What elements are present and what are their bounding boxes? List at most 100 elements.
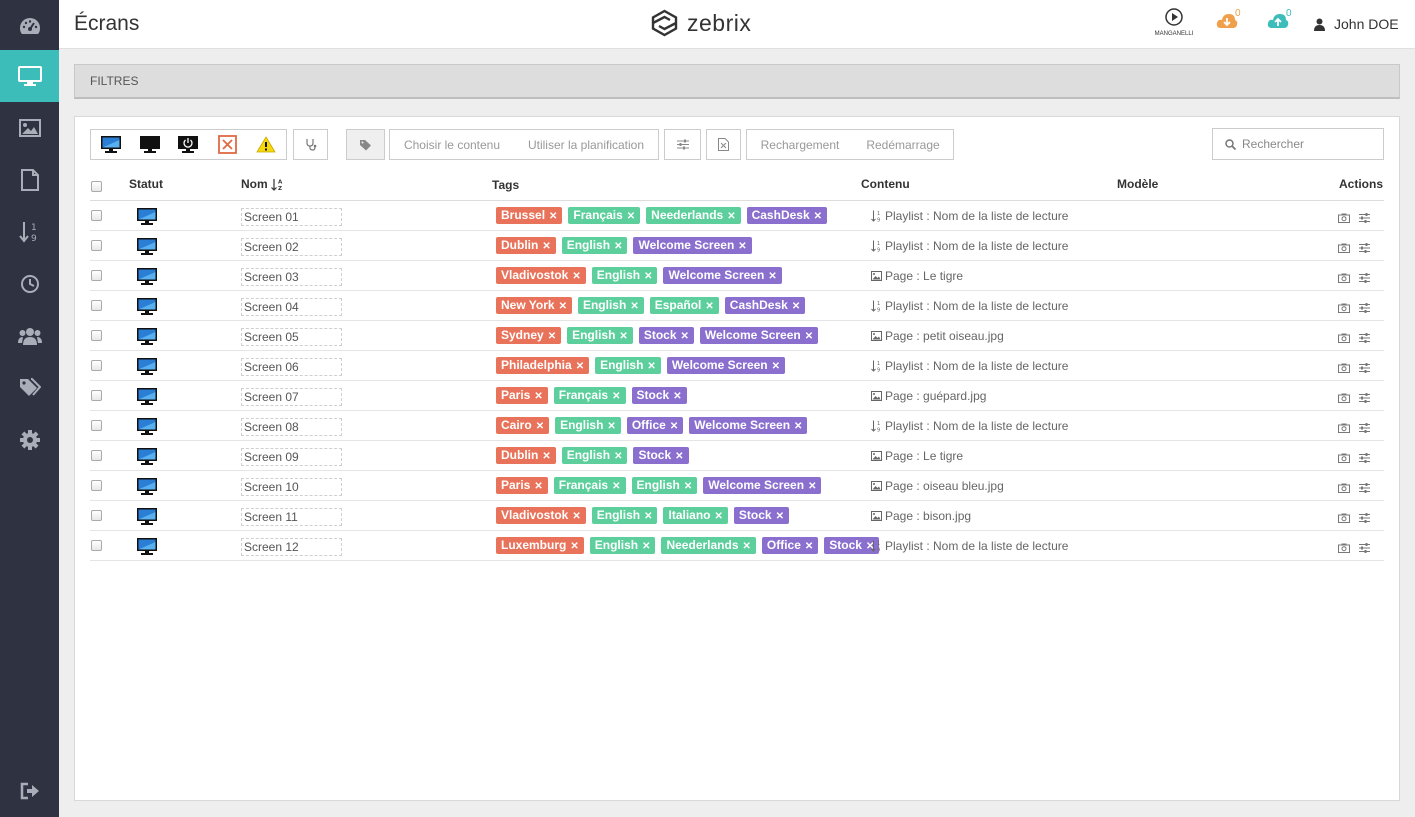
remove-tag-icon[interactable]: ✕ <box>738 241 747 252</box>
tag-chip[interactable]: Stock ✕ <box>638 327 694 344</box>
tag-chip[interactable]: Vladivostok ✕ <box>496 507 586 524</box>
sidebar-item-pages[interactable] <box>0 154 59 206</box>
sidebar-item-settings[interactable] <box>0 414 59 466</box>
tag-chip[interactable]: Español ✕ <box>649 297 719 314</box>
table-row[interactable]: Screen 10 Paris ✕ Français ✕ English ✕ Welcome … <box>90 471 1384 501</box>
tag-chip[interactable]: Stock ✕ <box>631 387 687 404</box>
tag-chip[interactable]: English ✕ <box>631 477 698 494</box>
screen-name-field[interactable]: Screen 05 <box>241 328 342 346</box>
row-settings-button[interactable] <box>1350 270 1370 288</box>
tag-chip[interactable]: Neederlands ✕ <box>646 207 741 224</box>
tag-chip[interactable]: CashDesk ✕ <box>746 207 828 224</box>
remove-tag-icon[interactable]: ✕ <box>547 331 557 342</box>
column-content[interactable]: Contenu <box>861 177 910 191</box>
column-model[interactable]: Modèle <box>1117 177 1159 191</box>
tag-chip[interactable]: Sydney ✕ <box>496 327 562 344</box>
choose-content-button[interactable]: Choisir le contenu <box>403 137 501 152</box>
content-cell[interactable]: 1 9 Playlist : Nom de la liste de lecture <box>871 209 1068 223</box>
remove-tag-icon[interactable]: ✕ <box>570 541 579 552</box>
row-settings-button[interactable] <box>1350 540 1370 558</box>
filter-warning-button[interactable] <box>247 130 285 159</box>
remove-tag-icon[interactable]: ✕ <box>742 541 751 552</box>
sidebar-logout[interactable] <box>0 765 59 817</box>
remove-tag-icon[interactable]: ✕ <box>572 511 581 522</box>
remove-tag-icon[interactable]: ✕ <box>542 451 551 462</box>
screen-name-field[interactable]: Screen 10 <box>241 478 342 496</box>
tag-chip[interactable]: Welcome Screen ✕ <box>699 327 819 344</box>
remove-tag-icon[interactable]: ✕ <box>791 301 801 312</box>
content-cell[interactable]: 1 9 Playlist : Nom de la liste de lecture <box>871 299 1068 313</box>
table-row[interactable]: Screen 09 Dublin ✕ English ✕ Stock ✕ Page : Le … <box>90 441 1384 471</box>
remove-tag-icon[interactable]: ✕ <box>683 481 693 492</box>
tag-chip[interactable]: Welcome Screen ✕ <box>689 417 808 434</box>
remove-tag-icon[interactable]: ✕ <box>534 481 543 492</box>
remove-tag-icon[interactable]: ✕ <box>714 511 723 522</box>
tag-chip[interactable]: Dublin ✕ <box>496 447 556 464</box>
brand[interactable]: zebrix <box>651 9 751 37</box>
remove-tag-icon[interactable]: ✕ <box>535 421 545 432</box>
tag-chip[interactable]: Welcome Screen ✕ <box>663 267 782 284</box>
remove-tag-icon[interactable]: ✕ <box>607 421 616 432</box>
tag-chip[interactable]: English ✕ <box>577 297 644 314</box>
content-cell[interactable]: Page : Le tigre <box>871 269 963 283</box>
content-cell[interactable]: Page : bison.jpg <box>871 509 971 523</box>
remove-tag-icon[interactable]: ✕ <box>642 541 651 552</box>
restart-button[interactable]: Redémarrage <box>866 137 940 152</box>
diagnostic-button[interactable] <box>294 130 327 159</box>
screen-name-field[interactable]: Screen 02 <box>241 238 342 256</box>
tag-chip[interactable]: Français ✕ <box>553 477 626 494</box>
row-checkbox[interactable] <box>91 360 102 371</box>
sidebar-item-screens[interactable] <box>0 50 59 102</box>
tag-chip[interactable]: Italiano ✕ <box>663 507 728 524</box>
remove-tag-icon[interactable]: ✕ <box>614 241 623 252</box>
tag-chip[interactable]: Welcome Screen ✕ <box>703 477 822 494</box>
tag-chip[interactable]: CashDesk ✕ <box>724 297 806 314</box>
content-cell[interactable]: Page : Le tigre <box>871 449 963 463</box>
remove-tag-icon[interactable]: ✕ <box>680 331 689 342</box>
tag-chip[interactable]: Neederlands ✕ <box>661 537 756 554</box>
remove-tag-icon[interactable]: ✕ <box>612 481 621 492</box>
row-checkbox[interactable] <box>91 240 102 251</box>
table-row[interactable]: Screen 03 Vladivostok ✕ English ✕ Welcome Scr… <box>90 261 1384 291</box>
screenshot-button[interactable] <box>1329 360 1350 378</box>
screenshot-button[interactable] <box>1329 540 1350 558</box>
search-input[interactable] <box>1242 137 1382 151</box>
screen-name-field[interactable]: Screen 07 <box>241 388 342 406</box>
screenshot-button[interactable] <box>1329 390 1350 408</box>
screen-name-field[interactable]: Screen 11 <box>241 508 342 526</box>
row-settings-button[interactable] <box>1350 330 1370 348</box>
remove-tag-icon[interactable]: ✕ <box>865 541 875 552</box>
remove-tag-icon[interactable]: ✕ <box>771 361 781 372</box>
remove-tag-icon[interactable]: ✕ <box>575 361 585 372</box>
screen-name-field[interactable]: Screen 12 <box>241 538 342 556</box>
row-settings-button[interactable] <box>1350 390 1370 408</box>
sidebar-item-dashboard[interactable] <box>0 0 59 52</box>
tag-chip[interactable]: English ✕ <box>595 357 661 374</box>
tag-chip[interactable]: Welcome Screen ✕ <box>633 237 752 254</box>
remove-tag-icon[interactable]: ✕ <box>534 391 543 402</box>
screen-name-field[interactable]: Screen 08 <box>241 418 342 436</box>
remove-tag-icon[interactable]: ✕ <box>626 211 636 222</box>
remove-tag-icon[interactable]: ✕ <box>813 211 823 222</box>
remove-tag-icon[interactable]: ✕ <box>558 301 567 312</box>
tag-button[interactable] <box>347 130 384 159</box>
tag-chip[interactable]: Stock ✕ <box>633 447 689 464</box>
screenshot-button[interactable] <box>1329 480 1350 498</box>
tag-chip[interactable]: English ✕ <box>591 267 658 284</box>
content-cell[interactable]: Page : guépard.jpg <box>871 389 986 403</box>
remove-tag-icon[interactable]: ✕ <box>808 481 817 492</box>
remove-tag-icon[interactable]: ✕ <box>727 211 736 222</box>
table-row[interactable]: Screen 07 Paris ✕ Français ✕ Stock ✕ Page : gué… <box>90 381 1384 411</box>
download-status[interactable]: 0 <box>1216 8 1241 34</box>
tag-chip[interactable]: Stock ✕ <box>733 507 789 524</box>
sidebar-item-tags[interactable] <box>0 362 59 414</box>
tag-chip[interactable]: English ✕ <box>561 447 628 464</box>
table-row[interactable]: Screen 08 Cairo ✕ English ✕ Office ✕ Welcome Sc… <box>90 411 1384 441</box>
table-row[interactable]: Screen 06 Philadelphia ✕ English ✕ Welcome Sc… <box>90 351 1384 381</box>
tag-chip[interactable]: New York ✕ <box>496 297 572 314</box>
filter-disconnected-button[interactable] <box>207 130 247 159</box>
tag-chip[interactable]: English ✕ <box>567 327 633 344</box>
content-cell[interactable]: 1 9 Playlist : Nom de la liste de lecture <box>871 539 1068 553</box>
